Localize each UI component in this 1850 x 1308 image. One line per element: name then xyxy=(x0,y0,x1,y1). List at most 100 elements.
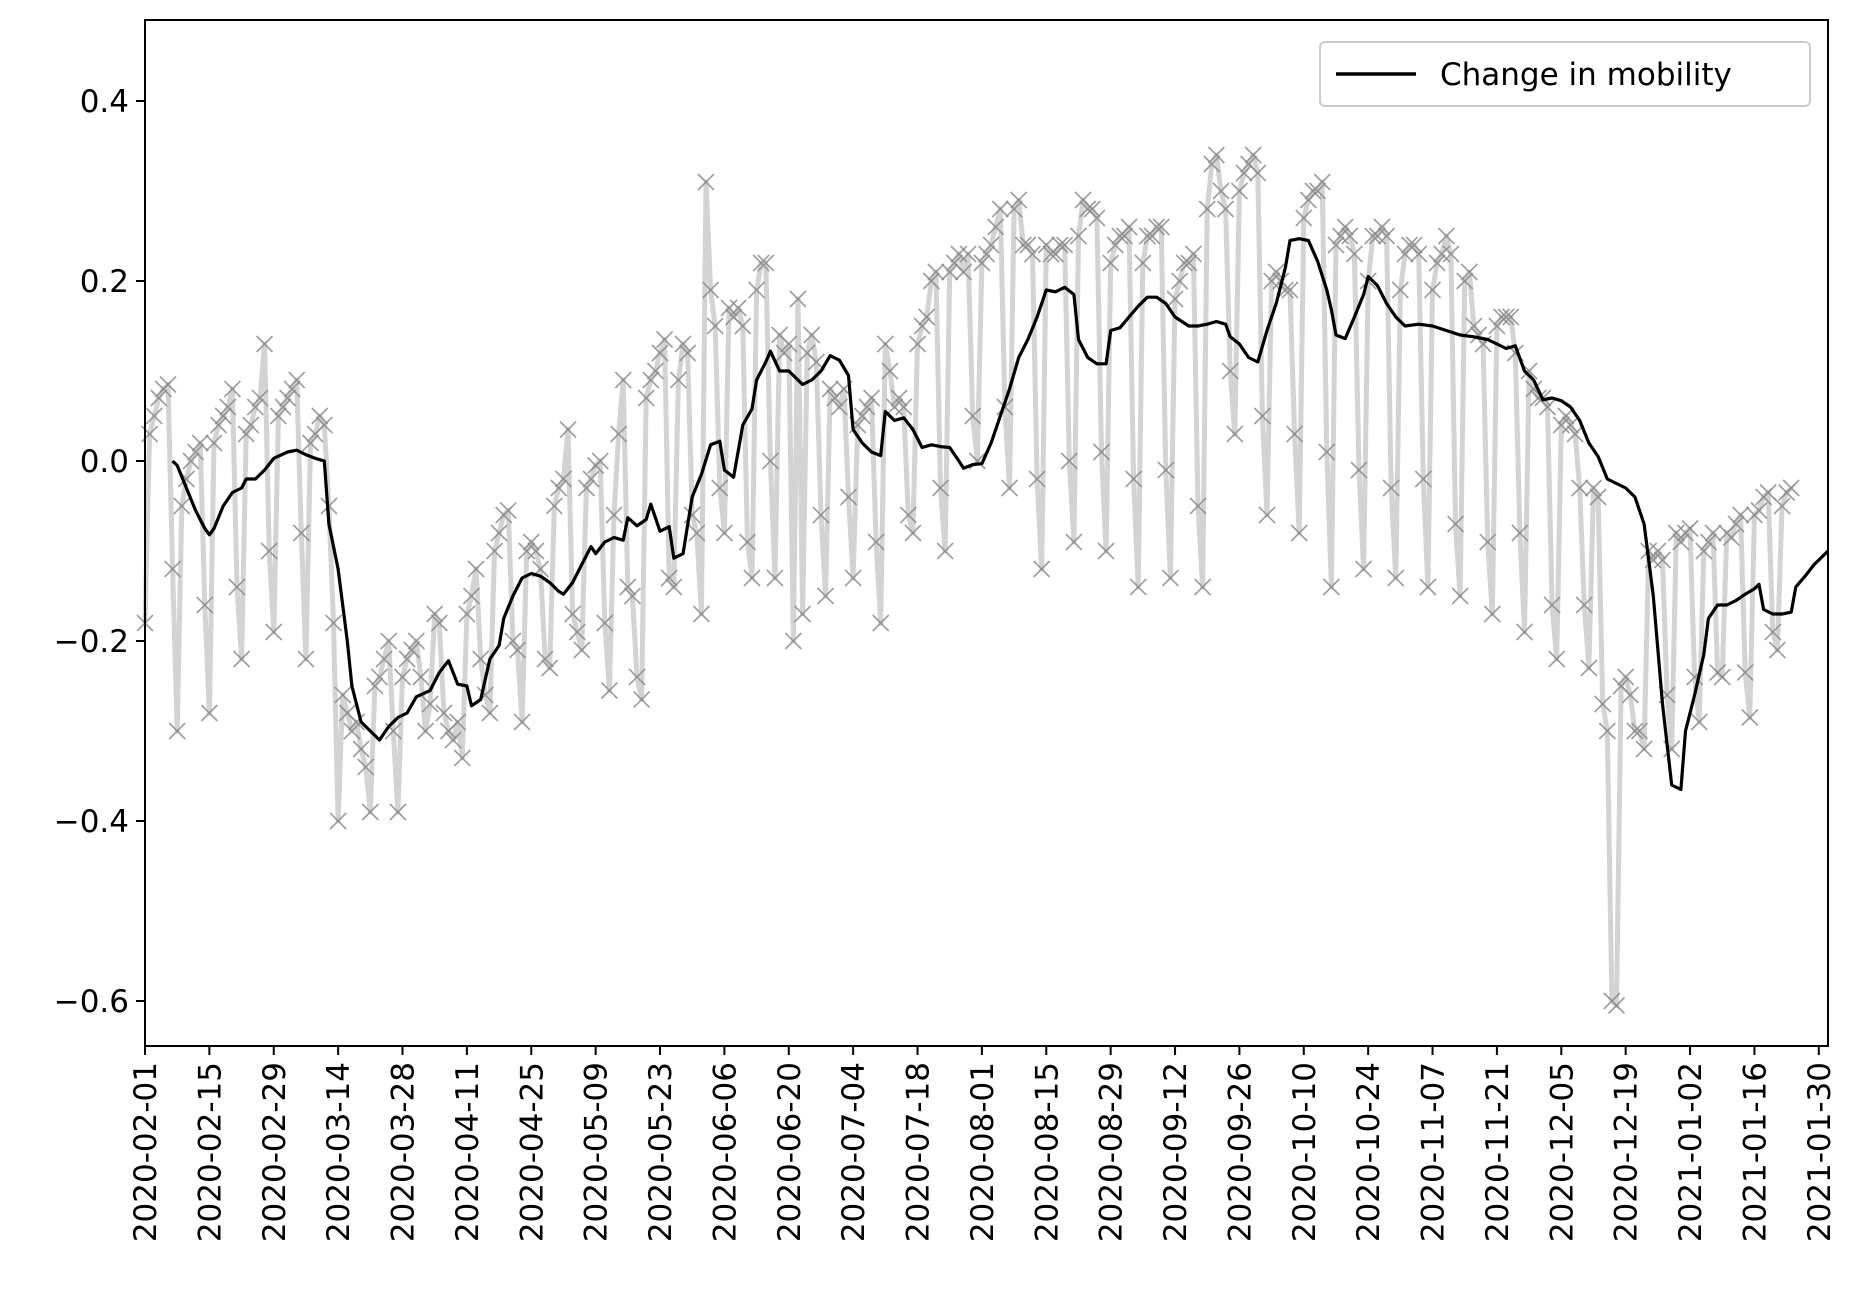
daily-marker xyxy=(1617,668,1635,686)
daily-marker xyxy=(1336,218,1354,236)
daily-marker xyxy=(734,317,752,335)
daily-marker xyxy=(393,668,412,686)
daily-marker xyxy=(1318,443,1336,461)
daily-marker xyxy=(1580,659,1598,677)
daily-marker xyxy=(1056,236,1074,254)
daily-marker xyxy=(715,524,733,542)
daily-marker xyxy=(1354,560,1373,578)
daily-marker xyxy=(1332,227,1350,245)
daily-marker xyxy=(223,380,241,398)
daily-marker xyxy=(973,254,991,272)
daily-marker xyxy=(1345,245,1363,263)
daily-marker xyxy=(292,524,310,542)
daily-marker xyxy=(1000,479,1019,497)
daily-marker xyxy=(908,335,927,353)
daily-marker xyxy=(1033,560,1051,578)
daily-marker xyxy=(462,587,481,605)
x-tick-label: 2020-10-24 xyxy=(1351,1062,1387,1242)
daily-marker xyxy=(674,335,692,353)
daily-marker xyxy=(329,812,347,830)
daily-marker xyxy=(426,605,444,623)
daily-marker xyxy=(210,416,228,434)
daily-marker xyxy=(1249,164,1267,182)
daily-marker xyxy=(232,650,251,668)
daily-marker xyxy=(150,389,168,407)
x-tick-label: 2020-02-01 xyxy=(128,1062,164,1242)
daily-marker xyxy=(1782,479,1800,497)
daily-marker xyxy=(1005,200,1023,218)
daily-series-markers xyxy=(136,146,1800,1015)
daily-marker xyxy=(1446,515,1465,533)
daily-marker xyxy=(697,173,715,191)
daily-marker xyxy=(839,488,858,506)
daily-marker xyxy=(324,614,343,632)
daily-marker xyxy=(1736,663,1754,682)
daily-marker xyxy=(1741,708,1759,727)
daily-marker xyxy=(1607,996,1626,1015)
daily-marker xyxy=(1695,542,1713,560)
daily-marker xyxy=(444,731,462,749)
daily-marker xyxy=(1713,668,1731,686)
daily-marker xyxy=(803,326,821,344)
daily-marker xyxy=(1166,290,1184,308)
daily-marker xyxy=(315,416,333,434)
daily-marker xyxy=(1051,236,1069,254)
daily-marker xyxy=(1129,578,1147,596)
daily-marker xyxy=(895,398,913,416)
daily-marker xyxy=(1069,227,1088,245)
daily-marker xyxy=(720,299,738,317)
daily-marker xyxy=(357,758,375,776)
daily-marker xyxy=(1681,519,1699,538)
daily-marker xyxy=(1258,506,1276,524)
daily-marker xyxy=(1479,533,1497,551)
daily-marker xyxy=(1552,416,1570,434)
daily-marker xyxy=(780,335,798,353)
daily-marker xyxy=(862,389,881,407)
daily-marker xyxy=(472,650,490,668)
daily-marker xyxy=(881,362,899,380)
daily-marker xyxy=(536,650,554,668)
x-tick-label: 2020-11-21 xyxy=(1480,1062,1516,1242)
daily-marker xyxy=(1134,254,1152,272)
y-axis: 0.4 0.2 0.0 −0.2 −0.4 −0.6 xyxy=(54,84,145,1020)
daily-marker xyxy=(173,497,191,515)
daily-marker xyxy=(1704,524,1722,542)
x-tick-label: 2020-04-25 xyxy=(514,1062,550,1242)
daily-marker xyxy=(1456,272,1474,290)
x-tick-label: 2020-12-05 xyxy=(1544,1062,1580,1242)
daily-marker xyxy=(1148,218,1166,236)
daily-marker xyxy=(513,713,531,731)
daily-marker xyxy=(950,245,968,263)
x-axis: 2020-02-01 2020-02-15 2020-02-29 2020-03-14… xyxy=(128,1046,1838,1242)
daily-marker xyxy=(1244,146,1262,164)
daily-marker xyxy=(1092,443,1111,461)
daily-series-line xyxy=(142,152,1793,1008)
y-tick-label: 0.4 xyxy=(80,84,129,120)
daily-marker xyxy=(1423,281,1442,299)
daily-marker xyxy=(237,425,255,443)
daily-marker xyxy=(1088,209,1106,227)
daily-marker xyxy=(711,479,729,497)
daily-marker xyxy=(550,479,568,497)
daily-marker xyxy=(959,245,977,263)
daily-marker xyxy=(1502,308,1520,326)
legend-box xyxy=(1319,41,1811,107)
daily-marker xyxy=(1414,470,1432,488)
daily-marker xyxy=(954,263,973,281)
x-tick-label: 2020-03-28 xyxy=(386,1062,422,1242)
daily-marker xyxy=(596,614,614,632)
daily-marker xyxy=(1350,461,1368,479)
x-tick-label: 2020-08-29 xyxy=(1094,1062,1130,1242)
x-tick-label: 2020-08-15 xyxy=(1029,1062,1065,1242)
daily-marker xyxy=(311,407,329,425)
daily-marker xyxy=(1295,209,1313,227)
daily-marker xyxy=(196,596,214,614)
daily-marker xyxy=(260,542,278,560)
daily-marker xyxy=(977,245,996,263)
daily-marker xyxy=(297,650,315,668)
daily-marker xyxy=(669,371,687,389)
daily-marker xyxy=(1405,236,1423,254)
daily-marker xyxy=(577,479,596,497)
daily-marker xyxy=(1290,524,1308,542)
daily-marker xyxy=(545,497,563,515)
